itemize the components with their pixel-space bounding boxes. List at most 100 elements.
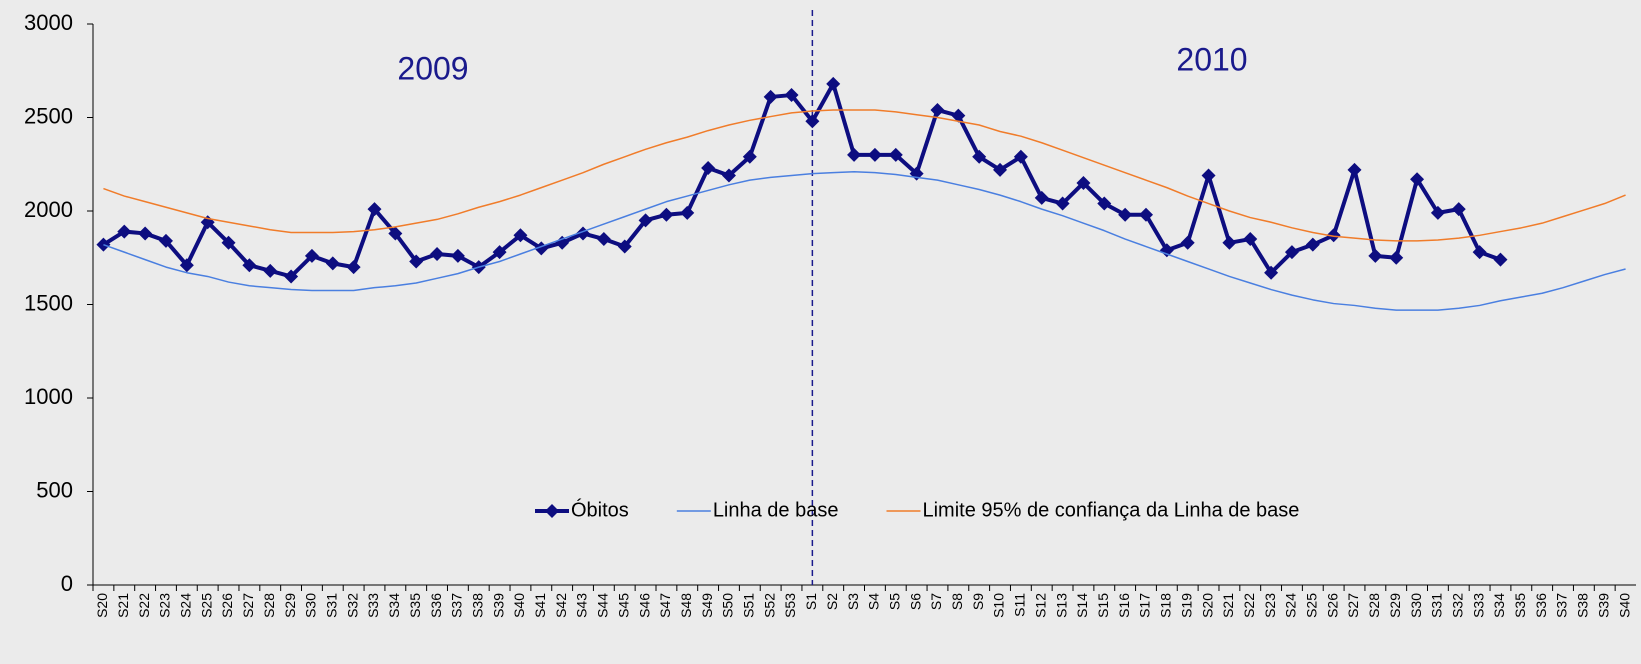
marker: [888, 147, 903, 162]
marker: [513, 228, 528, 243]
marker: [304, 248, 319, 263]
x-tick-label: S50: [720, 593, 736, 618]
marker: [179, 258, 194, 273]
marker: [742, 149, 757, 164]
y-tick-label: 0: [61, 571, 73, 596]
x-tick-label: S23: [1262, 593, 1278, 618]
x-tick-label: S23: [157, 593, 173, 618]
marker: [1180, 235, 1195, 250]
marker: [972, 149, 987, 164]
marker: [346, 260, 361, 275]
x-tick-label: S18: [1158, 593, 1174, 618]
x-tick-label: S20: [94, 593, 110, 618]
marker: [263, 263, 278, 278]
marker: [1076, 175, 1091, 190]
marker: [993, 162, 1008, 177]
marker: [805, 114, 820, 129]
x-tick-label: S39: [1595, 593, 1611, 618]
x-tick-label: S34: [386, 593, 402, 618]
marker: [409, 254, 424, 269]
x-tick-label: S51: [741, 593, 757, 618]
x-tick-label: S19: [1178, 593, 1194, 618]
x-tick-label: S36: [428, 593, 444, 618]
marker: [1347, 162, 1362, 177]
marker: [325, 256, 340, 271]
x-tick-label: S32: [344, 593, 360, 618]
marker: [930, 103, 945, 118]
x-tick-label: S7: [928, 593, 944, 610]
x-tick-label: S24: [178, 593, 194, 618]
marker: [596, 232, 611, 247]
x-tick-label: S21: [1220, 593, 1236, 618]
x-tick-label: S6: [907, 593, 923, 610]
x-tick-label: S44: [595, 593, 611, 618]
marker: [430, 247, 445, 262]
x-tick-label: S43: [574, 593, 590, 618]
x-tick-label: S42: [553, 593, 569, 618]
y-tick-label: 2500: [24, 103, 73, 128]
x-tick-label: S2: [824, 593, 840, 610]
marker: [701, 160, 716, 175]
x-tick-label: S35: [407, 593, 423, 618]
y-tick-label: 1000: [24, 384, 73, 409]
x-tick-label: S52: [761, 593, 777, 618]
marker: [367, 202, 382, 217]
x-tick-label: S47: [657, 593, 673, 618]
marker: [1493, 252, 1508, 267]
x-tick-label: S16: [1116, 593, 1132, 618]
marker: [221, 235, 236, 250]
marker: [1013, 149, 1028, 164]
marker: [117, 224, 132, 239]
x-tick-label: S48: [678, 593, 694, 618]
x-tick-label: S26: [219, 593, 235, 618]
marker: [1138, 207, 1153, 222]
marker: [1264, 265, 1279, 280]
x-tick-label: S31: [1429, 593, 1445, 618]
x-tick-label: S22: [1241, 593, 1257, 618]
marker: [1326, 228, 1341, 243]
x-tick-label: S33: [1470, 593, 1486, 618]
x-tick-label: S13: [1053, 593, 1069, 618]
marker: [784, 88, 799, 103]
marker: [1284, 245, 1299, 260]
x-tick-label: S49: [699, 593, 715, 618]
x-tick-label: S25: [198, 593, 214, 618]
x-tick-label: S36: [1533, 593, 1549, 618]
legend-marker: [545, 504, 559, 518]
x-tick-label: S17: [1137, 593, 1153, 618]
x-tick-label: S37: [449, 593, 465, 618]
annotation: 2010: [1176, 41, 1247, 77]
x-tick-label: S46: [636, 593, 652, 618]
marker: [450, 248, 465, 263]
marker: [638, 213, 653, 228]
marker: [763, 89, 778, 104]
x-tick-label: S40: [511, 593, 527, 618]
marker: [1410, 172, 1425, 187]
x-tick-label: S33: [365, 593, 381, 618]
marker: [1034, 190, 1049, 205]
marker: [1305, 237, 1320, 252]
x-tick-label: S10: [991, 593, 1007, 618]
x-tick-label: S30: [1408, 593, 1424, 618]
x-tick-label: S27: [240, 593, 256, 618]
x-tick-label: S28: [261, 593, 277, 618]
marker: [1472, 245, 1487, 260]
x-tick-label: S41: [532, 593, 548, 618]
marker: [388, 226, 403, 241]
x-tick-label: S29: [1387, 593, 1403, 618]
marker: [721, 168, 736, 183]
x-tick-label: S14: [1074, 593, 1090, 618]
series-line: [103, 109, 1626, 242]
y-tick-label: 1500: [24, 290, 73, 315]
marker: [284, 269, 299, 284]
marker: [138, 226, 153, 241]
x-tick-label: S4: [866, 593, 882, 610]
marker: [1159, 243, 1174, 258]
x-tick-label: S15: [1095, 593, 1111, 618]
marker: [1097, 196, 1112, 211]
x-tick-label: S25: [1304, 593, 1320, 618]
x-tick-label: S22: [136, 593, 152, 618]
marker: [680, 205, 695, 220]
x-tick-label: S11: [1012, 593, 1028, 617]
